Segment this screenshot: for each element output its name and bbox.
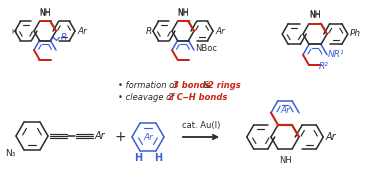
- Text: R²: R²: [319, 62, 329, 71]
- Text: H: H: [154, 153, 162, 163]
- Text: H: H: [11, 29, 16, 35]
- Text: Ar: Ar: [325, 132, 336, 142]
- Text: NH: NH: [279, 156, 291, 165]
- Text: 3 bonds: 3 bonds: [173, 81, 210, 90]
- Text: NH: NH: [309, 10, 321, 19]
- Text: NH: NH: [39, 9, 51, 18]
- Text: • cleavage of: • cleavage of: [118, 93, 177, 102]
- Text: H: H: [134, 153, 142, 163]
- Text: R: R: [60, 33, 67, 42]
- Text: R: R: [146, 26, 152, 36]
- Text: Ph: Ph: [350, 29, 361, 39]
- Text: cat. Au(I): cat. Au(I): [182, 121, 220, 130]
- Text: NH: NH: [177, 9, 189, 18]
- Text: N₃: N₃: [4, 149, 15, 158]
- Text: Ar: Ar: [77, 26, 87, 36]
- Text: 2 rings: 2 rings: [208, 81, 241, 90]
- Text: Ar: Ar: [95, 131, 106, 141]
- Text: &: &: [201, 81, 213, 90]
- Text: 2 C‒H bonds: 2 C‒H bonds: [168, 93, 228, 102]
- Text: Ar: Ar: [215, 26, 225, 36]
- Text: • formation of: • formation of: [118, 81, 180, 90]
- Text: NH: NH: [39, 8, 51, 17]
- Text: NH: NH: [309, 11, 321, 20]
- Text: NH: NH: [177, 8, 189, 17]
- Text: Ar: Ar: [143, 132, 153, 142]
- Text: +: +: [114, 130, 126, 144]
- Text: NBoc: NBoc: [195, 43, 217, 53]
- Text: Ar: Ar: [280, 106, 290, 115]
- Text: NR¹: NR¹: [328, 50, 345, 59]
